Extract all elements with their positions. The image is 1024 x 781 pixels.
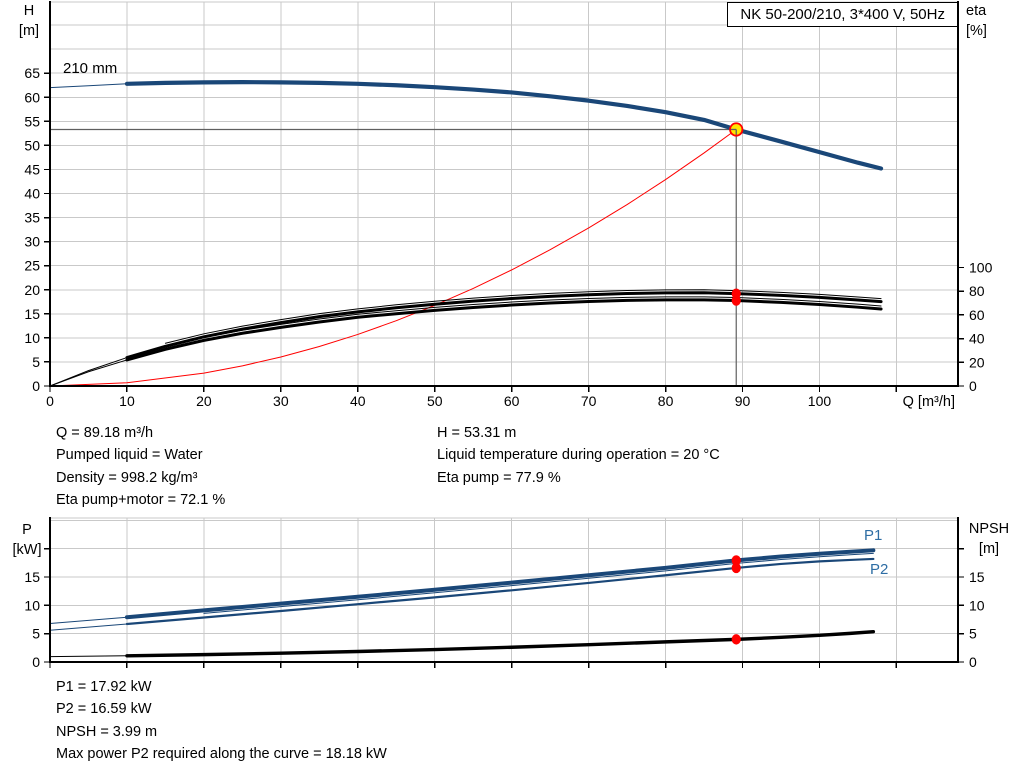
- head-chart: 0 10 20 30 40 50 60 70 80 90 100 Q [m³/h] 0 5 10 15 20 25…: [24, 1, 993, 410]
- y-left-tick-label: 5: [32, 354, 40, 370]
- y-left-tick-label: 35: [24, 210, 40, 226]
- npsh-curve: [125, 629, 876, 658]
- x-tick-label: 80: [658, 393, 674, 409]
- eta-pump-curve-tolerance: [164, 289, 882, 344]
- duty-info-right: H = 53.31 m Liquid temperature during op…: [437, 422, 720, 489]
- x-tick-label: 50: [427, 393, 443, 409]
- p1-curve-label: P1: [864, 527, 883, 544]
- info-liquid-temperature: Liquid temperature during operation = 20…: [437, 447, 720, 464]
- info-max-power: Max power P2 required along the curve = …: [56, 746, 387, 763]
- y-left-tick-label: 0: [32, 378, 40, 394]
- y-right-tick-label: 5: [969, 626, 977, 642]
- p-axis-title: P [kW]: [6, 520, 48, 560]
- h-axis-title: H [m]: [14, 1, 44, 41]
- h-axis-unit: [m]: [18, 23, 40, 39]
- y-right-tick-label: 100: [969, 259, 993, 275]
- y-left-tick-label: 20: [24, 282, 40, 298]
- x-axis-unit-label: Q [m³/h]: [903, 394, 955, 410]
- power-npsh-chart: 0 5 10 15 0 5 10 15: [24, 517, 985, 670]
- y-left-tick-label: 30: [24, 234, 40, 250]
- pump-title-box: NK 50-200/210, 3*400 V, 50Hz: [727, 2, 958, 27]
- p-axis-unit: [kW]: [12, 542, 42, 558]
- h-axis-name: H: [23, 3, 35, 19]
- p1-point: [731, 555, 741, 566]
- eta-pump-motor-curve-tolerance: [164, 296, 882, 347]
- p1-curve-tolerance: [203, 552, 874, 614]
- info-pumped-liquid: Pumped liquid = Water: [56, 447, 203, 464]
- y-left-tick-label: 10: [24, 597, 40, 613]
- x-tick-label: 60: [504, 393, 520, 409]
- p1-curve: [124, 548, 876, 620]
- y-right-tick-label: 15: [969, 569, 985, 585]
- duty-info-left: Q = 89.18 m³/h Pumped liquid = Water Den…: [56, 422, 225, 512]
- y-right-tick-label: 60: [969, 307, 985, 323]
- y-left-tick-label: 15: [24, 569, 40, 585]
- p2-curve: [125, 557, 875, 626]
- y-left-tick-label: 65: [24, 65, 40, 81]
- npsh-point: [731, 634, 741, 645]
- eta-pump-motor-curve: [125, 298, 883, 362]
- x-tick-label: 70: [581, 393, 597, 409]
- eta-axis-name: eta: [966, 3, 987, 19]
- eta-pump-motor-point: [731, 295, 741, 306]
- pump-title: NK 50-200/210, 3*400 V, 50Hz: [740, 6, 945, 23]
- info-q: Q = 89.18 m³/h: [56, 425, 154, 441]
- info-npsh: NPSH = 3.99 m: [56, 723, 158, 740]
- info-density: Density = 998.2 kg/m³: [56, 469, 198, 486]
- x-tick-label: 90: [735, 393, 751, 409]
- y-left-tick-label: 15: [24, 306, 40, 322]
- info-h: H = 53.31 m: [437, 425, 517, 441]
- npsh-curve-thin: [49, 631, 874, 658]
- npsh-axis-title: NPSH [m]: [962, 519, 1016, 559]
- head-curve-210mm: [124, 80, 884, 171]
- info-eta-pump: Eta pump = 77.9 %: [437, 469, 561, 486]
- eta-pump-curve: [125, 291, 883, 360]
- power-info: P1 = 17.92 kW P2 = 16.59 kW NPSH = 3.99 …: [56, 676, 387, 766]
- info-p2: P2 = 16.59 kW: [56, 701, 152, 718]
- y-right-tick-label: 20: [969, 354, 985, 370]
- system-curve-thin: [49, 128, 737, 387]
- impeller-diameter-label: 210 mm: [63, 60, 118, 77]
- x-tick-label: 40: [350, 393, 366, 409]
- x-tick-label: 10: [119, 393, 135, 409]
- y-left-tick-label: 50: [24, 137, 40, 153]
- eta-axis-title: eta [%]: [966, 1, 1006, 41]
- y-left-tick-label: 60: [24, 89, 40, 105]
- y-left-tick-label: 55: [24, 113, 40, 129]
- y-left-tick-label: 40: [24, 186, 40, 202]
- y-right-tick-label: 80: [969, 283, 985, 299]
- eta-axis-unit: [%]: [966, 23, 987, 39]
- y-right-tick-label: 0: [969, 654, 977, 670]
- info-eta-pump-motor: Eta pump+motor = 72.1 %: [56, 492, 226, 509]
- y-right-tick-label: 10: [969, 597, 985, 613]
- duty-point-marker: [729, 122, 744, 137]
- x-tick-label: 100: [808, 393, 832, 409]
- info-p1: P1 = 17.92 kW: [56, 679, 152, 695]
- x-tick-label: 0: [46, 393, 54, 409]
- head-curve-210mm-thin: [49, 81, 882, 169]
- npsh-axis-unit: [m]: [978, 541, 1000, 557]
- p-axis-name: P: [22, 522, 32, 538]
- y-right-tick-label: 0: [969, 378, 977, 394]
- x-tick-label: 20: [196, 393, 212, 409]
- y-left-tick-label: 45: [24, 161, 40, 177]
- y-left-tick-label: 0: [32, 654, 40, 670]
- npsh-axis-name: NPSH: [968, 521, 1010, 537]
- y-right-tick-label: 40: [969, 331, 985, 347]
- y-left-tick-label: 5: [32, 626, 40, 642]
- x-tick-label: 30: [273, 393, 289, 409]
- y-left-tick-label: 25: [24, 258, 40, 274]
- p2-curve-label: P2: [870, 561, 889, 578]
- y-left-tick-label: 10: [24, 330, 40, 346]
- p2-point: [731, 562, 741, 574]
